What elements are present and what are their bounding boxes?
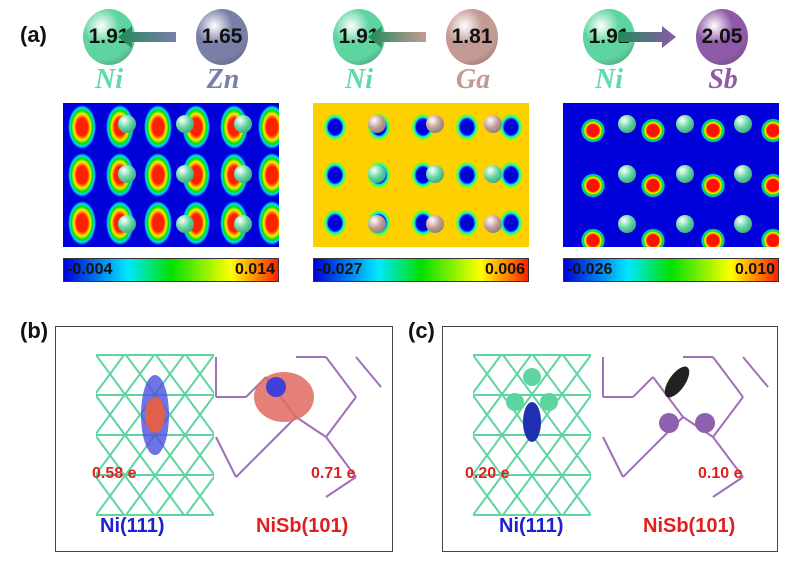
atom xyxy=(618,115,636,133)
atom xyxy=(484,115,502,133)
panel-label-a: (a) xyxy=(20,22,47,47)
atom xyxy=(234,165,252,183)
ni-sphere-value: 1.91 xyxy=(88,25,130,48)
atom xyxy=(118,165,136,183)
charge-density-map xyxy=(563,103,779,247)
label-nisb101: NiSb(101) xyxy=(643,515,736,537)
sb-sphere-value: 2.05 xyxy=(701,25,743,48)
atom xyxy=(426,115,444,133)
colorbar: -0.026 0.010 xyxy=(563,258,779,282)
arrow-left-icon xyxy=(368,26,426,48)
ga-sphere: 1.81 xyxy=(446,9,498,65)
atom xyxy=(734,165,752,183)
colorbar-max: 0.006 xyxy=(484,261,525,278)
ga-sphere-value: 1.81 xyxy=(451,25,493,48)
ga-label: Ga xyxy=(455,64,491,95)
atom xyxy=(734,115,752,133)
charge-density-map xyxy=(63,103,279,247)
atom xyxy=(734,215,752,233)
label-ni111: Ni(111) xyxy=(499,515,564,537)
panel-c-structures xyxy=(473,354,769,516)
label-nisb101: NiSb(101) xyxy=(256,515,349,537)
atom xyxy=(484,215,502,233)
atom xyxy=(676,115,694,133)
atom xyxy=(234,115,252,133)
colorbar-min: -0.027 xyxy=(317,261,363,278)
charge-nisb101: 0.10 e xyxy=(698,465,743,482)
label-ni111: Ni(111) xyxy=(100,515,165,537)
charge-ni111: 0.58 e xyxy=(92,465,137,482)
atom xyxy=(676,165,694,183)
atom xyxy=(618,165,636,183)
charge-ni111: 0.20 e xyxy=(465,465,510,482)
ni-sphere-value: 1.91 xyxy=(338,25,380,48)
zn-label: Zn xyxy=(206,64,240,95)
zn-sphere: 1.65 xyxy=(196,9,248,65)
zn-sphere-value: 1.65 xyxy=(201,25,243,48)
atom xyxy=(368,165,386,183)
atom xyxy=(176,165,194,183)
colorbar-min: -0.026 xyxy=(567,261,613,278)
sb-sphere: 2.05 xyxy=(696,9,748,65)
atom xyxy=(176,115,194,133)
ni-label: Ni xyxy=(595,64,623,95)
atom xyxy=(368,115,386,133)
atom xyxy=(426,165,444,183)
atom xyxy=(484,165,502,183)
atom xyxy=(618,215,636,233)
colorbar: -0.027 0.006 xyxy=(313,258,529,282)
panel-label-c: (c) xyxy=(408,318,435,343)
colorbar-min: -0.004 xyxy=(67,261,113,278)
arrow-left-icon xyxy=(118,26,176,48)
sb-label: Sb xyxy=(708,64,738,95)
atom xyxy=(118,115,136,133)
panel-b-box: 0.58 e 0.71 e Ni(111) NiSb(101) xyxy=(55,326,393,552)
colorbar-max: 0.010 xyxy=(734,261,775,278)
panel-label-b: (b) xyxy=(20,318,49,343)
atom xyxy=(426,215,444,233)
charge-nisb101: 0.71 e xyxy=(311,465,356,482)
ni-label: Ni xyxy=(345,64,373,95)
ni-sphere-value: 1.91 xyxy=(588,25,630,48)
ni-label: Ni xyxy=(95,64,123,95)
atom xyxy=(234,215,252,233)
colorbar-max: 0.014 xyxy=(234,261,275,278)
panel-b-structures xyxy=(96,354,382,516)
arrow-right-icon xyxy=(618,26,676,48)
colorbar: -0.004 0.014 xyxy=(63,258,279,282)
atom xyxy=(176,215,194,233)
charge-density-map xyxy=(313,103,529,247)
atom xyxy=(368,215,386,233)
atom xyxy=(676,215,694,233)
panel-c-box: 0.20 e 0.10 e Ni(111) NiSb(101) xyxy=(442,326,778,552)
atom xyxy=(118,215,136,233)
